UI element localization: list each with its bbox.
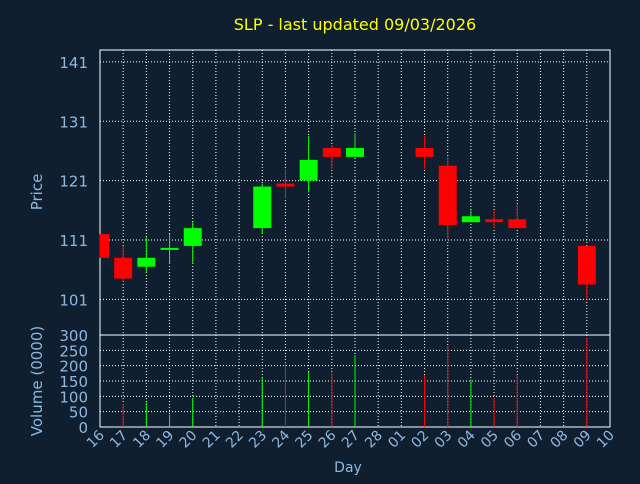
candle-20: [183, 222, 202, 264]
price-tick-label: 101: [59, 291, 88, 309]
price-axis-label: Price: [28, 174, 46, 211]
candle-body: [322, 147, 341, 157]
candle-body: [114, 257, 133, 279]
volume-tick-label: 300: [59, 327, 88, 345]
candle-25: [299, 136, 318, 193]
volume-axis-label: Volume (0000): [28, 326, 46, 436]
volume-tick-label: 50: [69, 404, 88, 422]
candle-03: [438, 156, 457, 240]
candle-04: [461, 210, 480, 223]
volume-bar-series: [122, 338, 588, 427]
candle-body: [508, 219, 527, 229]
candle-body: [577, 245, 596, 285]
candle-06: [508, 204, 527, 229]
candle-02: [415, 136, 434, 169]
x-axis-label: Day: [334, 460, 362, 476]
price-tick-label: 141: [59, 54, 88, 72]
candle-26: [322, 145, 341, 169]
candle-body: [299, 159, 318, 181]
candle-05: [485, 210, 504, 229]
candle-body: [461, 216, 480, 223]
candle-body: [253, 186, 272, 229]
x-axis-ticks: 16 17 18 19 20 21 22 23 24 25 26 27 28 01 02 03 04 05 06 07…: [84, 427, 618, 451]
candle-body: [160, 247, 179, 250]
candle-body: [137, 257, 156, 267]
candle-19: [160, 234, 179, 264]
candle-body: [346, 147, 364, 157]
candlestick-series: [99, 133, 596, 300]
price-tick-label: 121: [59, 173, 88, 191]
candle-09: [577, 245, 596, 300]
candle-body: [100, 234, 109, 258]
candle-18: [137, 237, 156, 273]
price-tick-label: 111: [59, 232, 88, 250]
volume-tick-label: 100: [59, 388, 88, 406]
volume-tick-label: 200: [59, 358, 88, 376]
candle-24: [276, 168, 295, 199]
price-tick-label: 131: [59, 113, 88, 131]
candle-body: [183, 228, 202, 246]
candle-27: [346, 133, 364, 157]
volume-tick-label: 250: [59, 342, 88, 360]
candle-body: [485, 219, 504, 223]
candle-16: [99, 234, 109, 258]
price-axis-ticks: 101 111 121 131 141: [59, 54, 88, 310]
volume-tick-label: 150: [59, 373, 88, 391]
candle-23: [253, 183, 272, 235]
candle-body: [276, 183, 295, 187]
candle-body: [415, 147, 434, 157]
candle-body: [438, 165, 457, 226]
volume-tick-label: 0: [78, 419, 88, 437]
candle-17: [114, 245, 133, 282]
chart-title: SLP - last updated 09/03/2026: [234, 15, 476, 34]
